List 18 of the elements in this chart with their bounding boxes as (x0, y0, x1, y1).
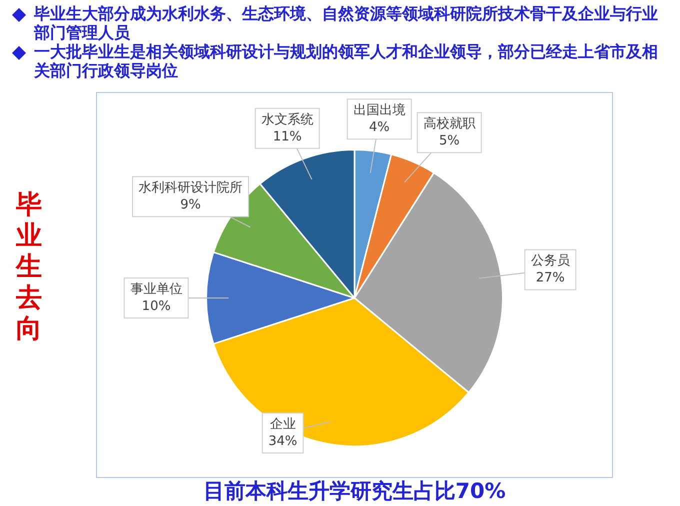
slice-label: 水文系统 (261, 112, 314, 128)
chart-subtitle: 一大批毕业生是相关领域科研设计与规划的领军人才和企业领导，部分已经走上省市及相关部门行政领导岗位 (32, 42, 659, 80)
data-label: 10% (142, 298, 171, 314)
chart-title: 毕业生大部分成为水利水务、生态环境、自然资源等领域科研院所技术骨干及企业与行业部门管理人员 (32, 4, 659, 42)
slice-label: 事业单位 (130, 282, 182, 297)
data-label: 4% (369, 120, 390, 136)
data-label: 34% (268, 434, 298, 449)
text: 毕业生去向 (14, 190, 43, 345)
text: 目前本科生升学研究生占比70% (202, 478, 507, 505)
data-label: 9% (180, 198, 201, 213)
slice-label: 出国出境 (353, 102, 406, 118)
slice-label: 水利科研设计院所 (138, 180, 243, 196)
slice-label: 公务员 (530, 254, 570, 269)
data-label: 11% (272, 129, 302, 144)
slice-label: 高校就职 (423, 115, 476, 132)
data-label: 5% (439, 133, 460, 148)
data-label: 27% (536, 270, 565, 286)
slice-label: 企业 (270, 416, 296, 432)
